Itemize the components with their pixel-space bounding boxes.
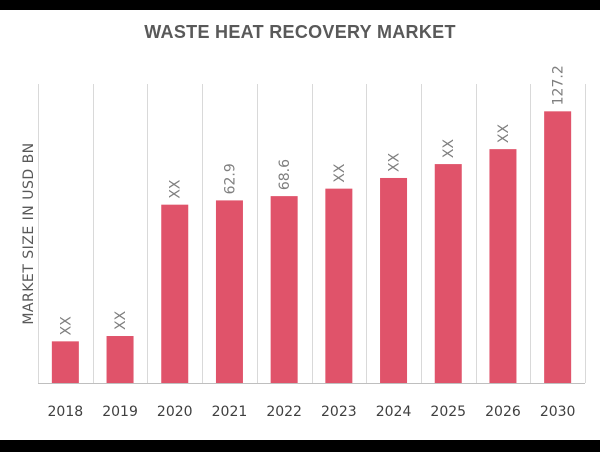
x-tick-label-2021: 2021 xyxy=(212,404,248,420)
x-tick-label-2020: 2020 xyxy=(157,404,193,420)
data-label-2023: XX xyxy=(332,163,348,183)
data-label-2024: XX xyxy=(387,152,403,172)
data-label-2019: XX xyxy=(113,310,129,330)
bar-2021 xyxy=(215,200,243,383)
x-tick-labels: 2018 2019 2020 2021 2022 2023 2024 2025 2026 2030 xyxy=(48,404,576,420)
chart-title: WASTE HEAT RECOVERY MARKET xyxy=(144,22,456,42)
bar-2023 xyxy=(325,188,353,383)
bar-2019 xyxy=(106,336,134,383)
x-tick-label-2019: 2019 xyxy=(102,404,138,420)
x-tick-label-2025: 2025 xyxy=(430,404,466,420)
y-axis-title: MARKET SIZE IN USD BN xyxy=(21,142,37,324)
data-label-2030: 127.2 xyxy=(551,65,567,105)
x-tick-label-2018: 2018 xyxy=(48,404,84,420)
data-label-2018: XX xyxy=(58,316,74,336)
x-tick-label-2024: 2024 xyxy=(376,404,412,420)
bar-2030 xyxy=(544,111,572,383)
x-tick-label-2022: 2022 xyxy=(266,404,302,420)
bar-2024 xyxy=(380,177,408,383)
bar-2025 xyxy=(434,164,462,383)
bar-2018 xyxy=(51,341,79,383)
data-label-2025: XX xyxy=(441,138,457,158)
x-tick-label-2030: 2030 xyxy=(540,404,576,420)
data-label-2026: XX xyxy=(496,124,512,144)
bar-2022 xyxy=(270,196,298,383)
x-tick-label-2026: 2026 xyxy=(485,404,521,420)
data-labels: XX XX XX 62.9 68.6 XX XX XX XX 127.2 xyxy=(58,65,566,335)
x-tick-label-2023: 2023 xyxy=(321,404,357,420)
data-label-2021: 62.9 xyxy=(222,163,238,194)
bars xyxy=(51,111,572,383)
bar-2026 xyxy=(489,149,517,383)
bar-2020 xyxy=(161,204,189,383)
gridlines xyxy=(38,84,586,383)
data-label-2020: XX xyxy=(168,179,184,199)
data-label-2022: 68.6 xyxy=(277,159,293,190)
